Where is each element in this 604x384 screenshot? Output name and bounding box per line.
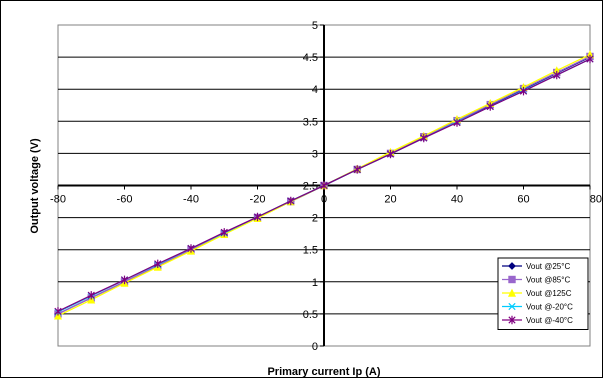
data-point bbox=[287, 196, 295, 206]
data-point bbox=[553, 70, 561, 80]
legend-item: Vout @85°C bbox=[502, 276, 570, 285]
legend-swatch-marker bbox=[508, 302, 516, 311]
legend-item: Vout @25°C bbox=[502, 262, 570, 271]
legend-label: Vout @25°C bbox=[526, 262, 570, 271]
x-tick-label: -80 bbox=[50, 194, 66, 206]
x-tick-label: 20 bbox=[384, 194, 396, 206]
legend-swatch-marker bbox=[508, 315, 516, 325]
data-point bbox=[120, 275, 129, 285]
y-tick-label: 4.5 bbox=[303, 52, 318, 64]
legend-label: Vout @125C bbox=[526, 289, 572, 298]
legend-label: Vout @-40°C bbox=[526, 316, 573, 325]
x-tick-label: 40 bbox=[451, 194, 463, 206]
data-point bbox=[320, 181, 328, 190]
y-tick-label: 0.5 bbox=[303, 309, 318, 321]
legend-item: Vout @125C bbox=[502, 288, 572, 298]
y-tick-label: 2.5 bbox=[303, 181, 318, 193]
y-tick-label: 1 bbox=[312, 277, 318, 289]
data-point bbox=[154, 259, 162, 269]
data-point bbox=[486, 102, 494, 111]
x-tick-label: -60 bbox=[117, 194, 133, 206]
x-tick-label: -20 bbox=[250, 194, 266, 206]
data-point bbox=[220, 228, 228, 237]
data-point bbox=[586, 54, 594, 64]
legend-swatch-marker bbox=[507, 288, 517, 297]
data-series bbox=[53, 50, 595, 320]
data-point bbox=[453, 118, 461, 127]
legend-swatch-marker bbox=[508, 275, 516, 284]
y-tick-label: 0 bbox=[312, 341, 318, 353]
legend-item: Vout @-40°C bbox=[502, 315, 573, 325]
series-5 bbox=[54, 54, 594, 316]
y-tick-label: 4 bbox=[312, 84, 318, 96]
x-tick-label: 60 bbox=[517, 194, 529, 206]
y-tick-label: 1.5 bbox=[303, 245, 318, 257]
legend: Vout @25°C Vout @85°C Vout @125C Vout @-20°… bbox=[497, 257, 589, 330]
y-tick-label: 3 bbox=[312, 148, 318, 160]
x-tick-label: -40 bbox=[183, 194, 199, 206]
data-point bbox=[519, 86, 528, 96]
data-point bbox=[353, 165, 361, 174]
data-point bbox=[420, 133, 428, 143]
data-point bbox=[54, 307, 62, 316]
data-point bbox=[87, 295, 96, 304]
legend-label: Vout @85°C bbox=[526, 276, 570, 285]
y-tick-label: 3.5 bbox=[303, 116, 318, 128]
legend-label: Vout @-20°C bbox=[526, 303, 573, 312]
y-axis-title: Output voltage (V) bbox=[29, 138, 41, 234]
y-tick-label: 5 bbox=[312, 20, 318, 32]
x-axis-title: Primary current Ip (A) bbox=[267, 366, 380, 378]
data-point bbox=[87, 291, 95, 300]
x-tick-label: 0 bbox=[321, 194, 327, 206]
data-point bbox=[253, 212, 262, 222]
y-tick-label: 2 bbox=[312, 213, 318, 225]
data-point bbox=[386, 149, 395, 159]
legend-swatch-marker bbox=[508, 262, 516, 270]
data-point bbox=[187, 244, 195, 253]
data-point bbox=[53, 311, 63, 320]
x-tick-label: 80 bbox=[590, 194, 602, 206]
legend-item: Vout @-20°C bbox=[502, 303, 573, 312]
